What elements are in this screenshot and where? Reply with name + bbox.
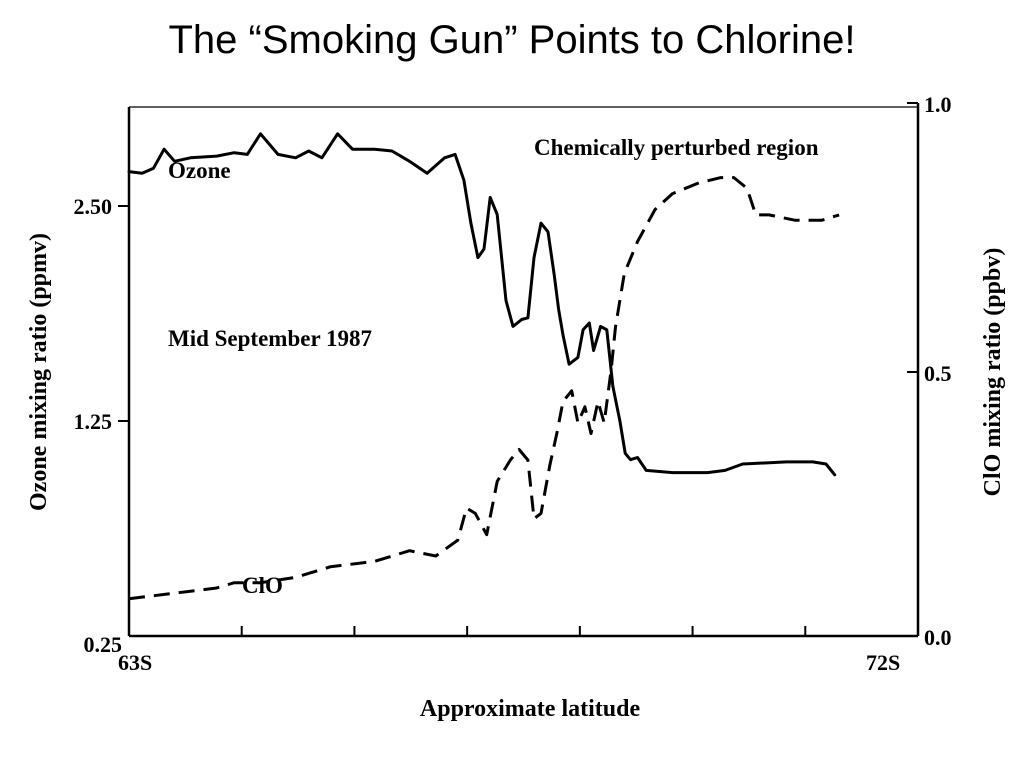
series-label-clo: ClO [242,573,283,598]
series-line-ozone [127,132,837,477]
y-left-axis-label: Ozone mixing ratio (ppmv) [26,233,52,511]
x-tick-label-72s: 72S [866,650,900,675]
y-right-tick-label-0-0: 0.0 [924,625,952,650]
x-tick-label-63s: 63S [118,650,152,675]
y-left-tick-label-0-25: 0.25 [84,632,123,657]
slide-title: The “Smoking Gun” Points to Chlorine! [168,18,856,62]
x-axis-label: Approximate latitude [420,696,641,722]
series-label-ozone: Ozone [168,158,231,183]
y-right-axis-label: ClO mixing ratio (ppbv) [980,248,1006,497]
series-line-clo [128,176,840,601]
y-left-tick-label-2-50: 2.50 [74,194,113,219]
annotation-date: Mid September 1987 [168,326,372,351]
y-left-tick-label-1-25: 1.25 [74,409,113,434]
y-right-tick-label-0-5: 0.5 [924,361,952,386]
y-right-tick-label-1-0: 1.0 [924,92,952,117]
annotation-region: Chemically perturbed region [534,135,819,160]
x-axis-ticks [240,626,807,636]
